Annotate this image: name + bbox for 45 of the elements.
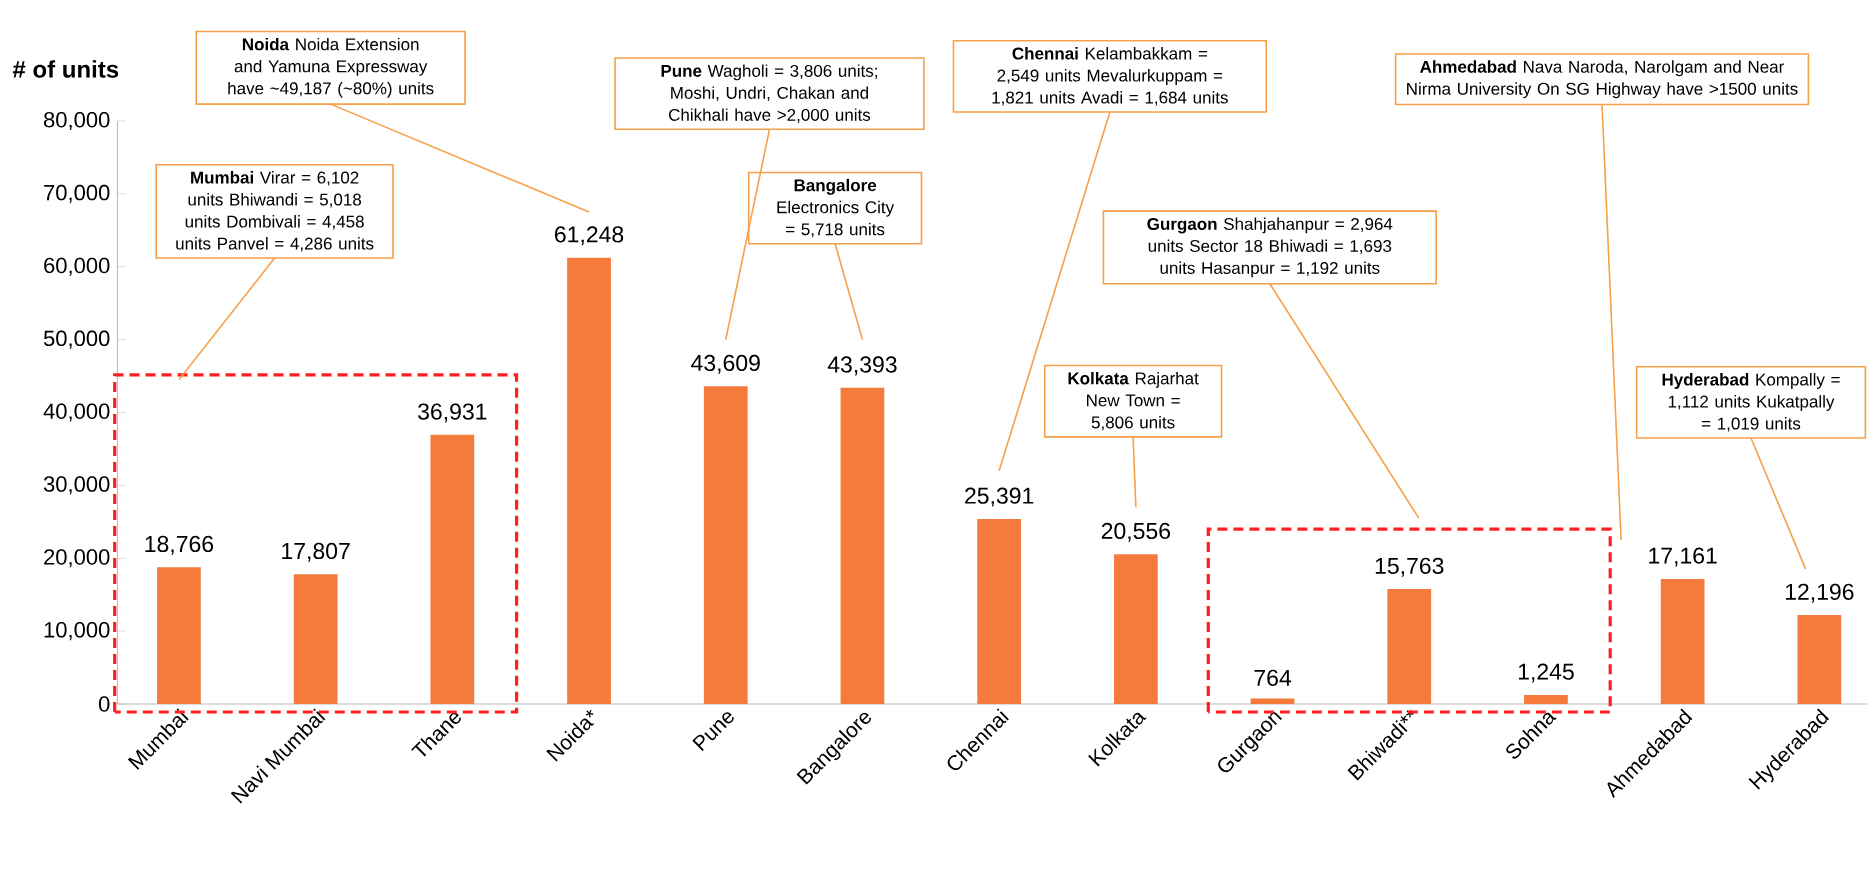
bar <box>1797 615 1842 704</box>
data-label: 18,766 <box>145 535 214 555</box>
annotation: Gurgaon Shahjahanpur = 2,964 units Sector 18 Bhiwadi = 1,693 units Hasanpur = 1,192 units <box>1147 217 1393 278</box>
y-tick-label: 20,000 <box>44 549 110 568</box>
data-label: 61,248 <box>555 226 624 246</box>
y-tick-label: 30,000 <box>43 476 110 495</box>
y-tick-label: 50,000 <box>43 330 110 349</box>
data-label: 20,556 <box>1101 522 1170 542</box>
bar <box>1113 554 1158 704</box>
y-tick-label: 80,000 <box>44 111 110 131</box>
data-label: 43,393 <box>827 356 897 376</box>
bar <box>1250 698 1295 704</box>
bar <box>293 574 338 704</box>
y-axis-title: # of units <box>12 60 119 78</box>
data-label: 764 <box>1254 669 1292 687</box>
bar <box>430 434 475 704</box>
bar <box>1387 589 1432 704</box>
annotation: Bangalore Electronics City = 5,718 units <box>777 178 895 238</box>
data-label: 12,196 <box>1785 583 1854 603</box>
y-tick-label: 10,000 <box>44 622 110 641</box>
annotation: Kolkata Rajarhat New Town = 5,806 units <box>1068 371 1199 431</box>
annotation: Mumbai Virar = 6,102 units Bhiwandi = 5,018 units Dombivali = 4,458 units Panvel = 4,286 units <box>176 171 374 252</box>
annotation: Hyderabad Kompally = 1,112 units Kukatpally = 1,019 units <box>1662 373 1840 432</box>
data-label: 17,161 <box>1649 547 1717 567</box>
text: Ahmedabad Nava Naroda, Narolgam and Near Nirma University On SG Highway have >1500 units <box>1407 60 1798 99</box>
text: Chennai Kelambakkam = 2,549 units Mevalurkuppam = 1,821 units Avadi = 1,684 units <box>992 47 1228 106</box>
y-tick-label: 40,000 <box>43 403 110 422</box>
bar <box>1660 578 1705 704</box>
text: Noida Noida Extension and Yamuna Expressway have ~49,187 (~80%) units <box>228 37 434 98</box>
bar <box>1524 694 1568 704</box>
data-label: 43,609 <box>691 354 760 374</box>
bar <box>157 567 201 704</box>
bar <box>703 386 748 704</box>
bar <box>567 257 611 704</box>
bar <box>977 518 1022 704</box>
data-label: 36,931 <box>418 403 487 423</box>
data-label: 25,391 <box>965 487 1034 507</box>
y-tick-label: 60,000 <box>44 257 110 276</box>
data-label: 15,763 <box>1375 557 1444 577</box>
annotation: Pune Wagholi = 3,806 units; Moshi, Undri, Chakan and Chikhali have >2,000 units <box>661 64 877 123</box>
y-tick-label: 70,000 <box>44 184 110 203</box>
data-label: 17,807 <box>282 542 350 562</box>
bar <box>840 387 885 704</box>
y-tick-label: 0 <box>98 696 110 712</box>
data-label: 1,245 <box>1518 663 1574 683</box>
